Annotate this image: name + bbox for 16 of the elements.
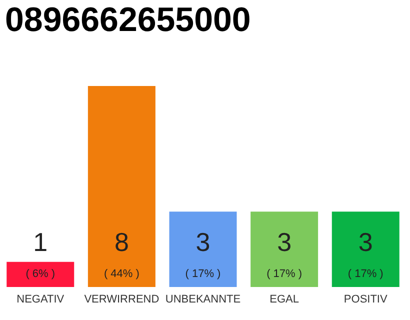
annotation: ( 6% ) — [26, 268, 56, 280]
x-tick-label: NEGATIV — [16, 294, 65, 306]
annotation: ( 17% ) — [348, 268, 384, 280]
data-label: 1 — [33, 227, 48, 257]
data-label: 3 — [277, 227, 292, 257]
annotation: ( 17% ) — [266, 268, 302, 280]
x-tick-label: EGAL — [270, 294, 299, 306]
annotation: ( 44% ) — [104, 268, 140, 280]
annotation: ( 17% ) — [185, 268, 221, 280]
x-tick-label: POSITIV — [344, 294, 388, 306]
data-label: 3 — [358, 227, 373, 257]
chart-title: 0896662655000 — [5, 1, 251, 39]
data-label: 8 — [114, 227, 129, 257]
x-tick-label: VERWIRREND — [84, 294, 160, 306]
x-tick-label: UNBEKANNTE — [165, 294, 241, 306]
data-label: 3 — [196, 227, 210, 257]
